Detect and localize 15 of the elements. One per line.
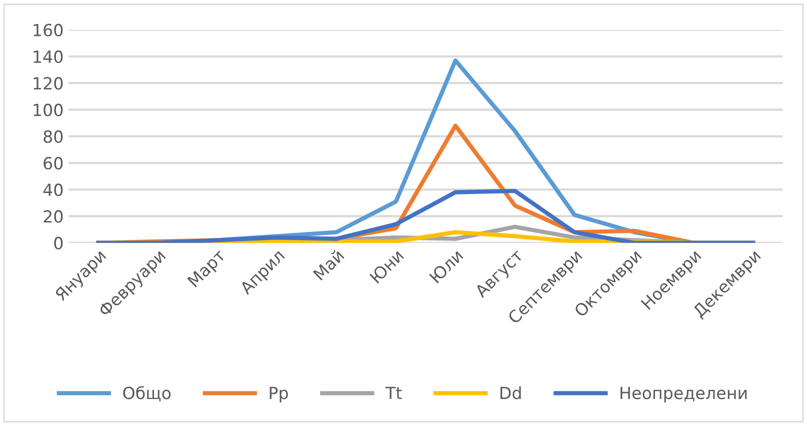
y-tick-label: 20 <box>44 210 63 223</box>
y-tick-label: 80 <box>44 130 63 143</box>
legend-label: Неопределени <box>620 386 747 402</box>
legend-label: Tt <box>385 386 402 400</box>
legend-label: Pp <box>270 386 288 402</box>
y-tick-label: 140 <box>34 50 63 64</box>
y-tick-label: 160 <box>34 24 63 36</box>
y-tick-label: 40 <box>43 184 63 196</box>
y-tick-label: 0 <box>54 236 63 250</box>
legend-label: Dd <box>500 386 521 400</box>
legend-label: Общо <box>123 386 171 402</box>
y-tick-label: 100 <box>34 104 63 116</box>
line-series <box>96 188 756 243</box>
y-tick-label: 60 <box>44 156 63 170</box>
y-tick-label: 120 <box>34 77 63 90</box>
